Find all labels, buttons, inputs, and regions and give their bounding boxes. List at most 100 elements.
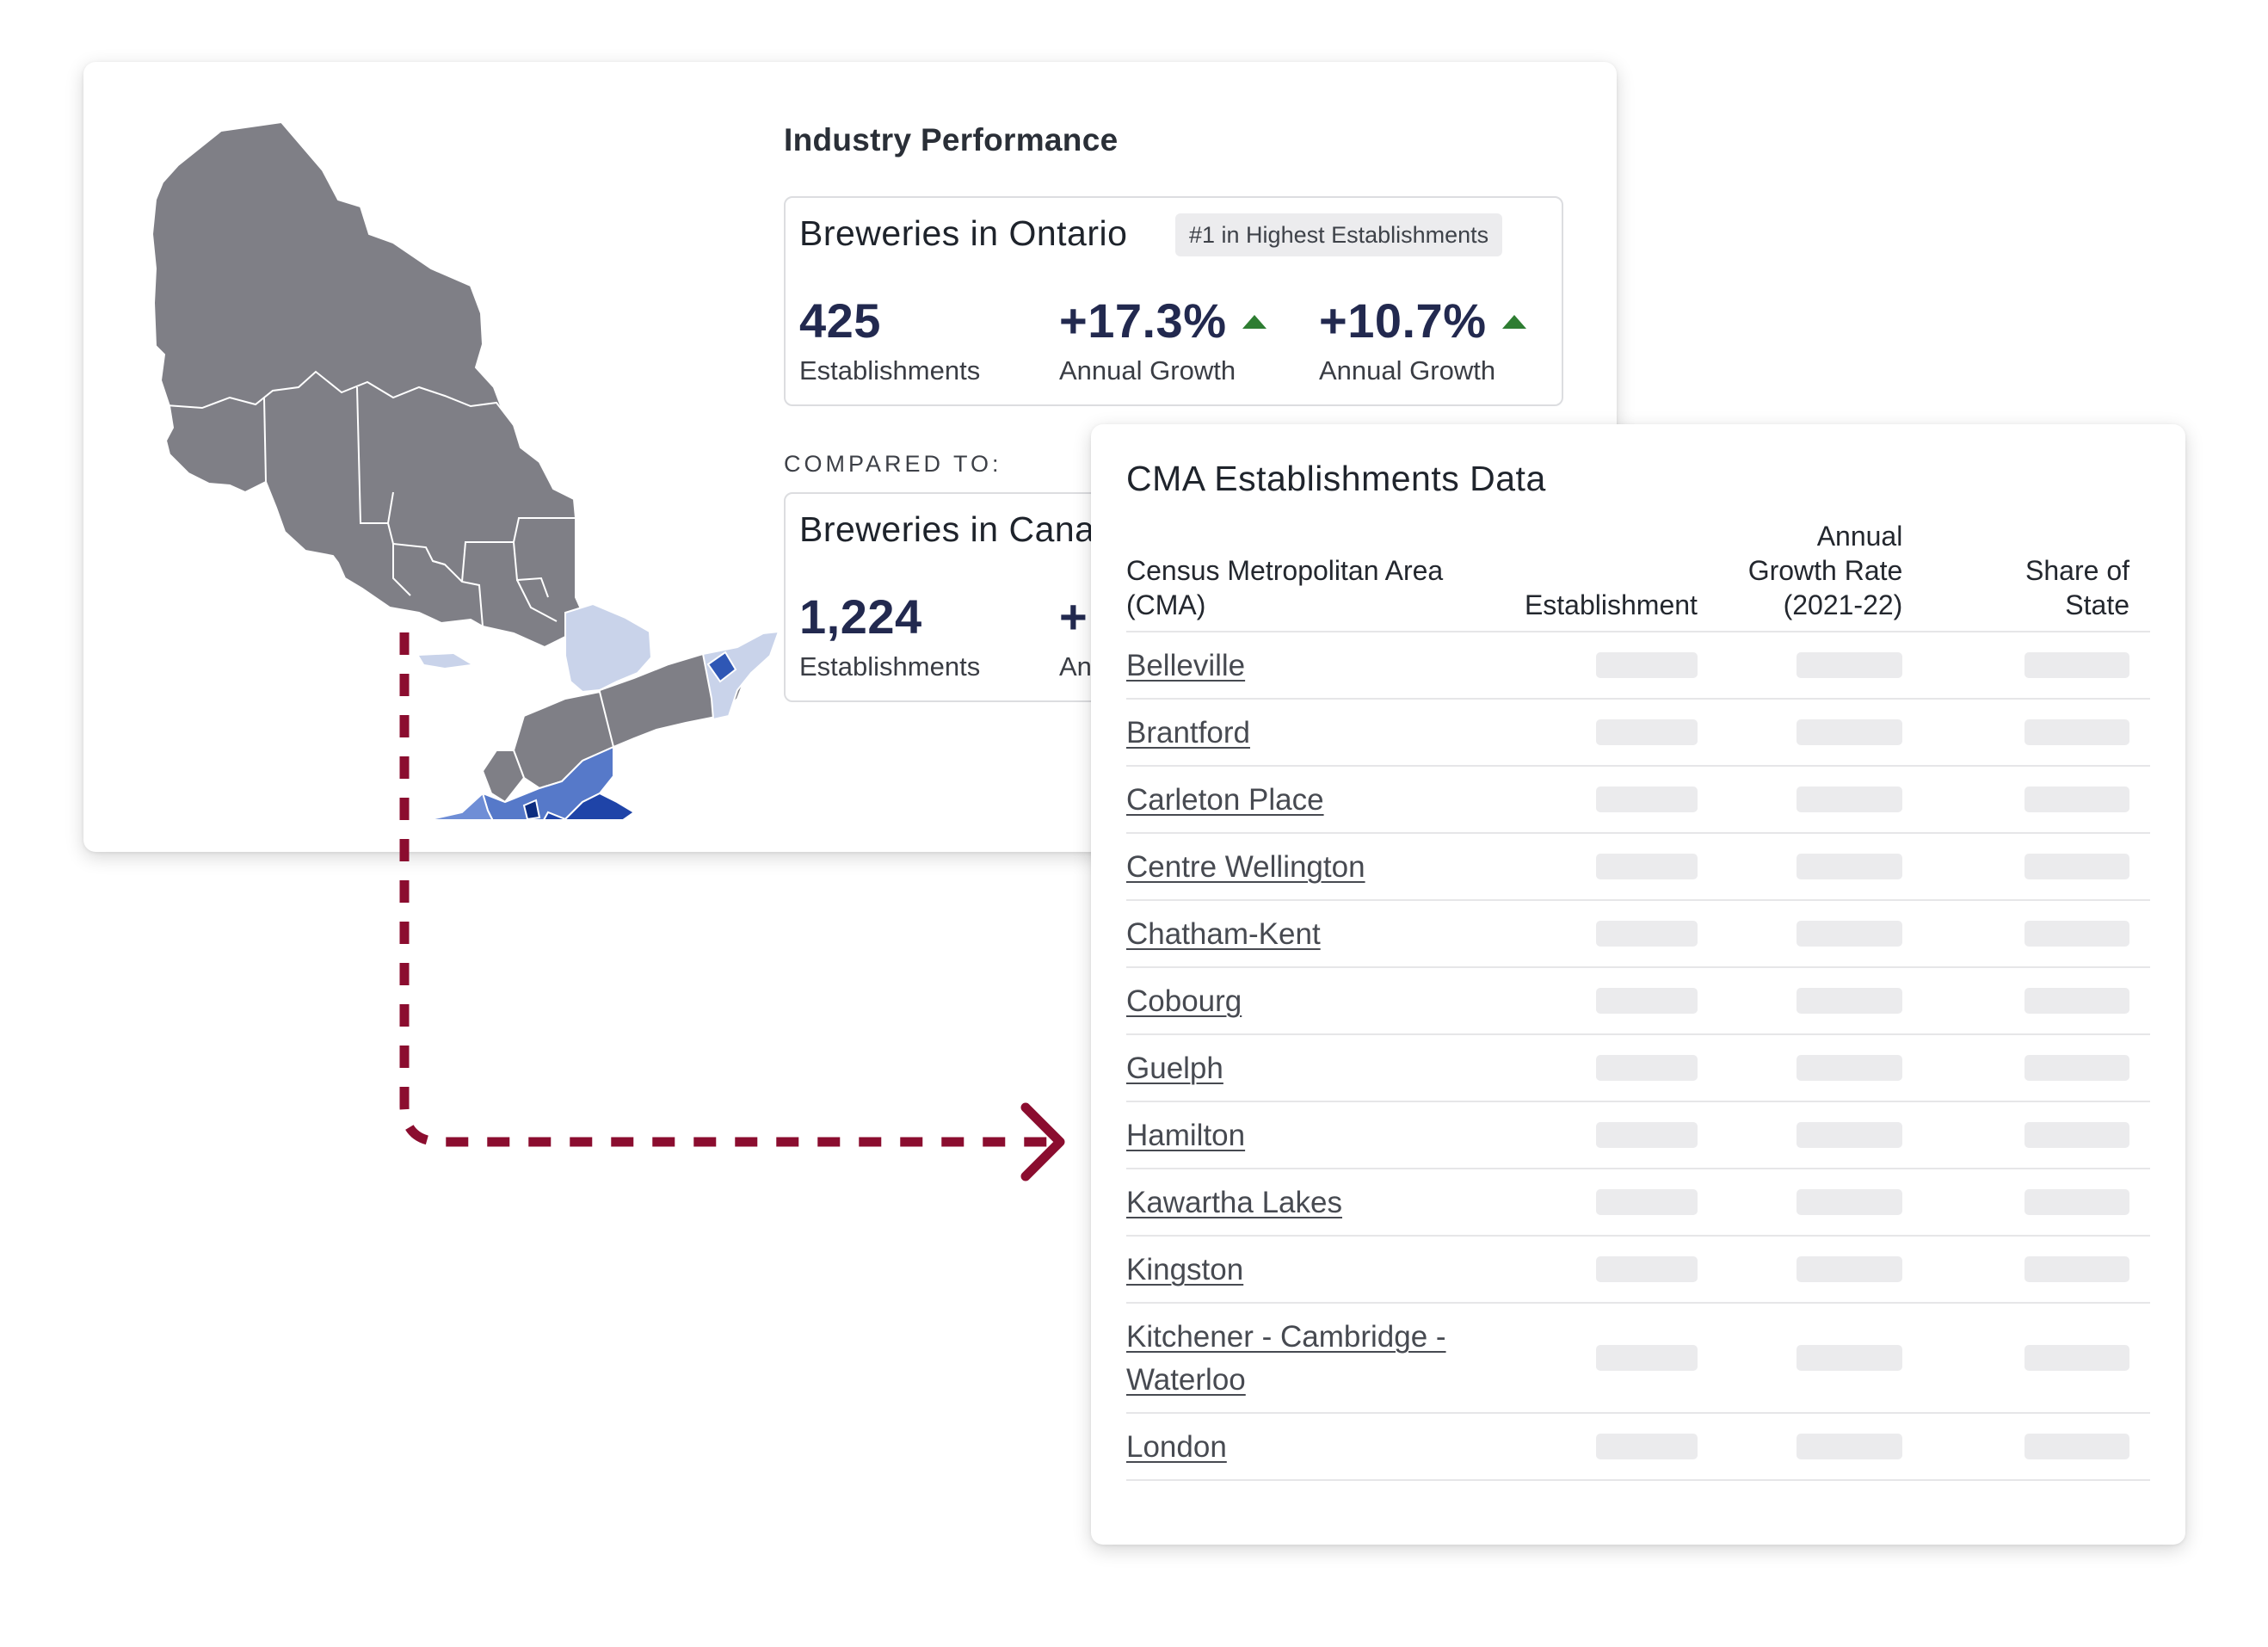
value-cell	[1697, 766, 1903, 834]
value-cell	[1697, 967, 1903, 1035]
loading-placeholder	[2025, 652, 2129, 678]
cma-link[interactable]: Hamilton	[1126, 1119, 1246, 1152]
cma-name-cell: Carleton Place	[1126, 766, 1477, 834]
loading-placeholder	[1595, 921, 1698, 947]
table-row: Chatham-Kent	[1126, 900, 2150, 968]
cma-table: Census Metropolitan Area (CMA) Establish…	[1126, 519, 2150, 1481]
map-region-north	[151, 120, 584, 649]
column-header-growth[interactable]: Annual Growth Rate (2021-22)	[1697, 519, 1903, 632]
value-cell	[1476, 967, 1698, 1035]
cma-link[interactable]: Belleville	[1126, 649, 1246, 682]
loading-placeholder	[2025, 1345, 2129, 1371]
column-header-label: Annual Growth Rate (2021-22)	[1747, 521, 1903, 620]
cma-link[interactable]: London	[1126, 1430, 1227, 1464]
stat-value: +17.3%	[1059, 293, 1227, 348]
triangle-up-icon	[1242, 315, 1267, 329]
loading-placeholder	[1797, 1434, 1903, 1459]
loading-placeholder	[2025, 1055, 2129, 1081]
stat-value-with-trend: +17.3%	[1059, 293, 1267, 349]
cma-link[interactable]: Kingston	[1126, 1253, 1244, 1286]
triangle-up-icon	[1501, 315, 1526, 329]
loading-placeholder	[2025, 719, 2129, 745]
value-cell	[1697, 1034, 1903, 1102]
comparison-stat-establishments: 1,224 Establishments	[799, 589, 980, 682]
loading-placeholder	[2025, 921, 2129, 947]
cma-link[interactable]: Guelph	[1126, 1052, 1223, 1085]
stat-value: 1,224	[799, 589, 922, 644]
cma-name-cell: Brantford	[1126, 699, 1477, 767]
value-cell	[1902, 1413, 2150, 1481]
cma-name-cell: Belleville	[1126, 632, 1477, 700]
cma-link[interactable]: Chatham-Kent	[1126, 917, 1321, 951]
stat-annual-growth-1: +17.3% Annual Growth	[1059, 293, 1267, 386]
value-cell	[1697, 833, 1903, 901]
column-header-label: Establishment	[1524, 589, 1698, 620]
loading-placeholder	[1797, 1122, 1903, 1148]
table-row: London	[1126, 1413, 2150, 1481]
column-header-establishment[interactable]: Establishment	[1476, 519, 1698, 632]
loading-placeholder	[2025, 1256, 2129, 1282]
cma-link[interactable]: Brantford	[1126, 716, 1250, 749]
table-row: Belleville	[1126, 632, 2150, 700]
value-cell	[1476, 1169, 1698, 1237]
value-cell	[1476, 1034, 1698, 1102]
map-region-guelph	[522, 799, 541, 819]
table-row: Centre Wellington	[1126, 833, 2150, 901]
value-cell	[1697, 1169, 1903, 1237]
loading-placeholder	[1797, 719, 1903, 745]
cma-link[interactable]: Kawartha Lakes	[1126, 1186, 1342, 1219]
loading-placeholder	[1595, 1122, 1698, 1148]
value-cell	[1476, 833, 1698, 901]
map-region-east-light	[564, 602, 653, 694]
value-cell	[1476, 1303, 1698, 1414]
cma-link[interactable]: Kitchener - Cambridge - Waterloo	[1126, 1320, 1446, 1397]
stat-value: +10.7%	[1319, 293, 1487, 348]
loading-placeholder	[1797, 1055, 1903, 1081]
cma-link[interactable]: Carleton Place	[1126, 783, 1324, 817]
comparison-stat-growth: + An	[1059, 589, 1092, 682]
stat-label: Annual Growth	[1059, 355, 1236, 386]
value-cell	[1902, 1303, 2150, 1414]
compared-to-label: COMPARED TO:	[784, 451, 1002, 477]
stat-label: An	[1059, 651, 1092, 682]
value-cell	[1476, 632, 1698, 700]
loading-placeholder	[1595, 719, 1698, 745]
map-region-southwest	[429, 792, 494, 819]
value-cell	[1697, 900, 1903, 968]
industry-performance-title: Industry Performance	[784, 122, 1119, 157]
value-cell	[1697, 699, 1903, 767]
value-cell	[1476, 1101, 1698, 1169]
loading-placeholder	[2025, 1189, 2129, 1215]
loading-placeholder	[1797, 921, 1903, 947]
loading-placeholder	[1595, 1256, 1698, 1282]
cma-data-card: CMA Establishments Data Census Metropoli…	[1091, 424, 2185, 1545]
value-cell	[1902, 1169, 2150, 1237]
comparison-stats-title: Breweries in Cana	[799, 509, 1095, 549]
table-row: Carleton Place	[1126, 766, 2150, 834]
loading-placeholder	[1797, 1345, 1903, 1371]
column-header-share[interactable]: Share of State	[1902, 519, 2150, 632]
loading-placeholder	[1797, 1256, 1903, 1282]
table-row: Kingston	[1126, 1236, 2150, 1304]
map-region-bruce	[481, 749, 526, 804]
cma-link[interactable]: Centre Wellington	[1126, 850, 1365, 884]
cma-link[interactable]: Cobourg	[1126, 984, 1242, 1018]
cma-name-cell: Kingston	[1126, 1236, 1477, 1304]
map-region-toronto	[543, 792, 636, 819]
loading-placeholder	[1797, 988, 1903, 1014]
value-cell	[1697, 1413, 1903, 1481]
table-header-row: Census Metropolitan Area (CMA) Establish…	[1126, 519, 2150, 632]
loading-placeholder	[2025, 786, 2129, 812]
value-cell	[1902, 1236, 2150, 1304]
column-header-cma[interactable]: Census Metropolitan Area (CMA)	[1126, 519, 1477, 632]
loading-placeholder	[1595, 1434, 1698, 1459]
stat-annual-growth-2: +10.7% Annual Growth	[1319, 293, 1526, 386]
map-region-ottawa-dark	[706, 651, 737, 683]
value-cell	[1902, 967, 2150, 1035]
column-header-label: Share of State	[2025, 555, 2129, 620]
table-row: Kitchener - Cambridge - Waterloo	[1126, 1303, 2150, 1414]
cma-name-cell: Kawartha Lakes	[1126, 1169, 1477, 1237]
loading-placeholder	[2025, 1434, 2129, 1459]
loading-placeholder	[1797, 1189, 1903, 1215]
loading-placeholder	[1595, 652, 1698, 678]
